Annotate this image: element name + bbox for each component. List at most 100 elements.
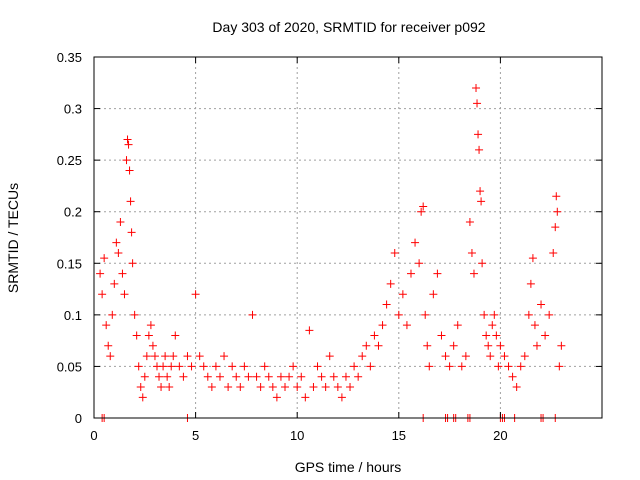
data-point [390, 248, 399, 257]
data-point [127, 228, 136, 237]
data-point [346, 383, 355, 392]
data-point [421, 310, 430, 319]
data-point [520, 352, 529, 361]
data-point [488, 321, 497, 330]
data-point [116, 218, 125, 227]
data-point [244, 372, 253, 381]
data-point [526, 279, 535, 288]
data-point [228, 362, 237, 371]
data-point [437, 331, 446, 340]
data-point [123, 135, 132, 144]
data-point [161, 352, 170, 361]
data-point [187, 362, 196, 371]
data-point [417, 207, 426, 216]
data-point [224, 383, 233, 392]
data-point [134, 362, 143, 371]
data-point [382, 300, 391, 309]
data-point [140, 372, 149, 381]
data-point [171, 331, 180, 340]
data-point [126, 197, 135, 206]
axis-ticks: 0 0.05 0.1 0.15 0.2 0.25 0.3 0.35 0 5 10 15 20 [57, 50, 602, 443]
data-point [530, 321, 539, 330]
data-point [504, 362, 513, 371]
data-point [313, 362, 322, 371]
data-point [490, 310, 499, 319]
data-point [552, 192, 561, 201]
data-point [106, 352, 115, 361]
data-point [272, 393, 281, 402]
data-point [425, 362, 434, 371]
data-point [411, 238, 420, 247]
data-point [167, 362, 176, 371]
data-point [289, 362, 298, 371]
data-point [301, 393, 310, 402]
data-point [203, 372, 212, 381]
data-point [541, 331, 550, 340]
y-axis-label: SRMTID / TECUs [5, 183, 21, 293]
data-point [138, 393, 147, 402]
data-point [155, 372, 164, 381]
data-point [500, 352, 509, 361]
data-point [370, 331, 379, 340]
data-point [132, 331, 141, 340]
data-point [480, 310, 489, 319]
data-point [366, 362, 375, 371]
data-point [537, 300, 546, 309]
data-points [96, 83, 566, 422]
data-point [264, 372, 273, 381]
data-point [130, 310, 139, 319]
data-point [406, 269, 415, 278]
data-point [475, 145, 484, 154]
x-tick-label: 0 [90, 428, 97, 443]
data-point [211, 362, 220, 371]
data-point [236, 383, 245, 392]
data-point [465, 218, 474, 227]
data-point [150, 352, 159, 361]
data-point [508, 372, 517, 381]
data-point [494, 362, 503, 371]
data-point [321, 383, 330, 392]
data-point [358, 352, 367, 361]
y-tick-label: 0.1 [64, 308, 82, 323]
x-axis-label: GPS time / hours [295, 459, 402, 475]
data-point [128, 259, 137, 268]
data-point [232, 372, 241, 381]
data-point [148, 341, 157, 350]
data-point [524, 310, 533, 319]
data-point [350, 362, 359, 371]
data-point [175, 362, 184, 371]
data-point [114, 248, 123, 257]
data-point [122, 156, 131, 165]
data-point [374, 341, 383, 350]
data-point [528, 254, 537, 263]
data-point [453, 321, 462, 330]
data-point [445, 362, 454, 371]
data-point [484, 341, 493, 350]
data-point [317, 372, 326, 381]
data-point [215, 372, 224, 381]
data-point [281, 383, 290, 392]
data-point [415, 259, 424, 268]
data-point [386, 279, 395, 288]
data-point [472, 83, 481, 92]
data-point [449, 341, 458, 350]
data-point [333, 383, 342, 392]
y-tick-label: 0.35 [57, 50, 82, 65]
data-point [378, 321, 387, 330]
x-tick-label: 15 [392, 428, 406, 443]
data-point [467, 248, 476, 257]
data-point [252, 372, 261, 381]
data-point [496, 341, 505, 350]
data-point [285, 372, 294, 381]
data-point [157, 383, 166, 392]
data-point [118, 269, 127, 278]
data-point [260, 362, 269, 371]
data-point [486, 352, 495, 361]
data-point [476, 187, 485, 196]
y-tick-label: 0.2 [64, 205, 82, 220]
y-tick-label: 0.05 [57, 359, 82, 374]
y-tick-label: 0 [75, 411, 82, 426]
data-point [492, 331, 501, 340]
chart-title: Day 303 of 2020, SRMTID for receiver p09… [212, 19, 485, 35]
